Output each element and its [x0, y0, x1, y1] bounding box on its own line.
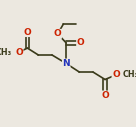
Text: O: O	[77, 38, 84, 47]
Text: O: O	[54, 29, 61, 38]
Text: O: O	[24, 28, 31, 37]
Text: CH₃: CH₃	[0, 48, 12, 57]
Text: O: O	[15, 48, 23, 57]
Text: O: O	[101, 91, 109, 100]
Text: CH₃: CH₃	[123, 70, 136, 79]
Text: N: N	[62, 59, 70, 68]
Text: O: O	[112, 70, 120, 79]
